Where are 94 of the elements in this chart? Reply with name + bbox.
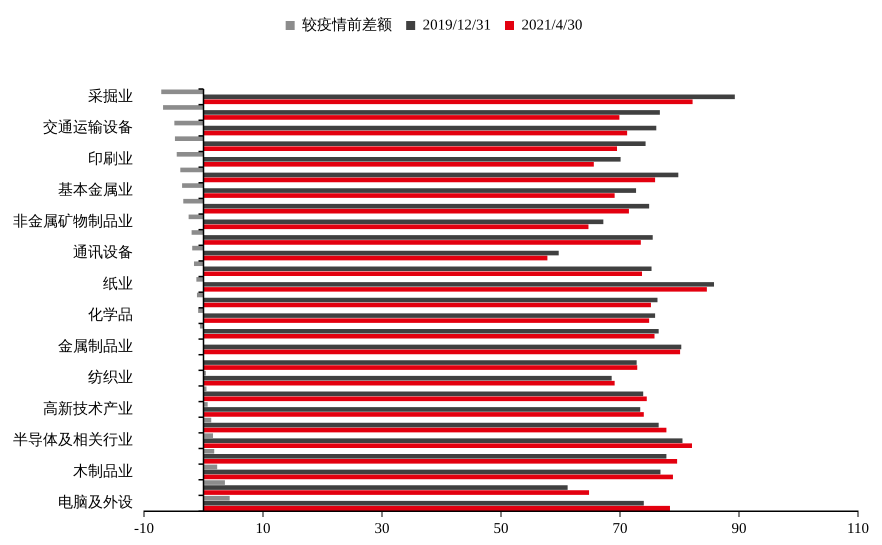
bar	[204, 470, 660, 474]
bar	[204, 224, 588, 230]
bar	[204, 126, 656, 130]
bar	[204, 438, 682, 443]
bar	[174, 120, 204, 126]
bar	[163, 105, 204, 110]
legend-label: 2019/12/31	[422, 17, 492, 34]
bar	[204, 480, 225, 485]
bar	[192, 246, 204, 250]
bar	[204, 240, 641, 245]
y-tick-label: 采掘业	[88, 88, 133, 105]
bar	[204, 157, 621, 162]
bar	[174, 136, 204, 142]
bar	[204, 376, 612, 380]
y-tick-label: 印刷业	[88, 150, 133, 168]
bar	[180, 168, 204, 172]
x-tick-label: 70	[612, 520, 628, 537]
bar	[204, 380, 615, 386]
bar	[204, 506, 670, 510]
bar	[204, 256, 548, 260]
bar	[204, 334, 655, 339]
x-tick-label: 50	[494, 520, 508, 537]
bar	[204, 110, 660, 115]
bar	[204, 313, 656, 318]
bar	[204, 302, 651, 308]
bar	[204, 443, 692, 448]
bar	[204, 407, 640, 412]
bar	[204, 412, 644, 417]
bar	[204, 271, 642, 276]
bar	[204, 100, 693, 104]
bar	[204, 282, 714, 287]
bar	[204, 500, 644, 506]
bar	[204, 344, 682, 350]
y-tick-label: 纺织业	[88, 369, 133, 386]
y-tick-label: 化学品	[88, 306, 133, 324]
bar	[182, 183, 204, 188]
bar	[204, 391, 644, 396]
bar	[204, 328, 659, 334]
bar	[204, 250, 559, 256]
bar	[204, 350, 680, 354]
bar	[204, 188, 636, 193]
bar	[204, 474, 673, 480]
bar	[161, 90, 204, 94]
x-tick-label: 110	[847, 520, 869, 537]
bar	[204, 94, 735, 100]
y-tick-label: 电脑及外设	[58, 494, 133, 512]
bar	[204, 115, 620, 120]
y-tick-label: 基本金属业	[58, 182, 133, 199]
y-tick-label: 非金属矿物制品业	[13, 212, 133, 230]
bar	[204, 235, 653, 240]
bar	[204, 496, 230, 500]
bar	[204, 287, 707, 292]
bar	[204, 204, 650, 209]
x-tick-label: 30	[374, 520, 390, 537]
bar	[204, 485, 568, 490]
bar	[204, 490, 590, 495]
x-tick-label: 90	[732, 520, 746, 537]
x-tick-label: -10	[134, 520, 154, 537]
bar	[204, 454, 666, 459]
bar	[204, 266, 652, 272]
y-tick-label: 木制品业	[73, 462, 133, 480]
bar	[204, 178, 656, 182]
y-tick-label: 金属制品业	[58, 338, 133, 355]
bar	[204, 208, 629, 214]
bar	[204, 130, 628, 136]
y-tick-label: 高新技术产业	[43, 400, 133, 418]
bar	[204, 146, 618, 152]
bar	[204, 365, 638, 370]
bar	[204, 428, 666, 432]
y-tick-label: 通讯设备	[73, 244, 133, 262]
y-tick-label: 纸业	[103, 275, 133, 292]
bar	[194, 261, 204, 266]
bar	[204, 360, 637, 365]
bar	[204, 141, 646, 146]
x-tick-label: 10	[256, 520, 270, 537]
bar	[198, 308, 204, 313]
legend-label: 2021/4/30	[522, 17, 582, 34]
bar	[188, 214, 204, 220]
bar	[204, 298, 658, 302]
y-tick-label: 半导体及相关行业	[13, 432, 133, 449]
bar	[204, 162, 594, 167]
bar	[204, 458, 678, 464]
y-tick-label: 交通运输设备	[43, 119, 133, 136]
bar	[204, 422, 659, 428]
bar	[204, 220, 604, 224]
bar	[192, 230, 204, 235]
bar	[204, 193, 615, 198]
bar	[204, 318, 650, 323]
bar	[204, 396, 647, 402]
bar	[204, 172, 678, 178]
bar	[196, 292, 204, 298]
bar	[183, 198, 204, 204]
legend-label: 较疫情前差额	[302, 16, 392, 34]
bar	[176, 152, 204, 157]
